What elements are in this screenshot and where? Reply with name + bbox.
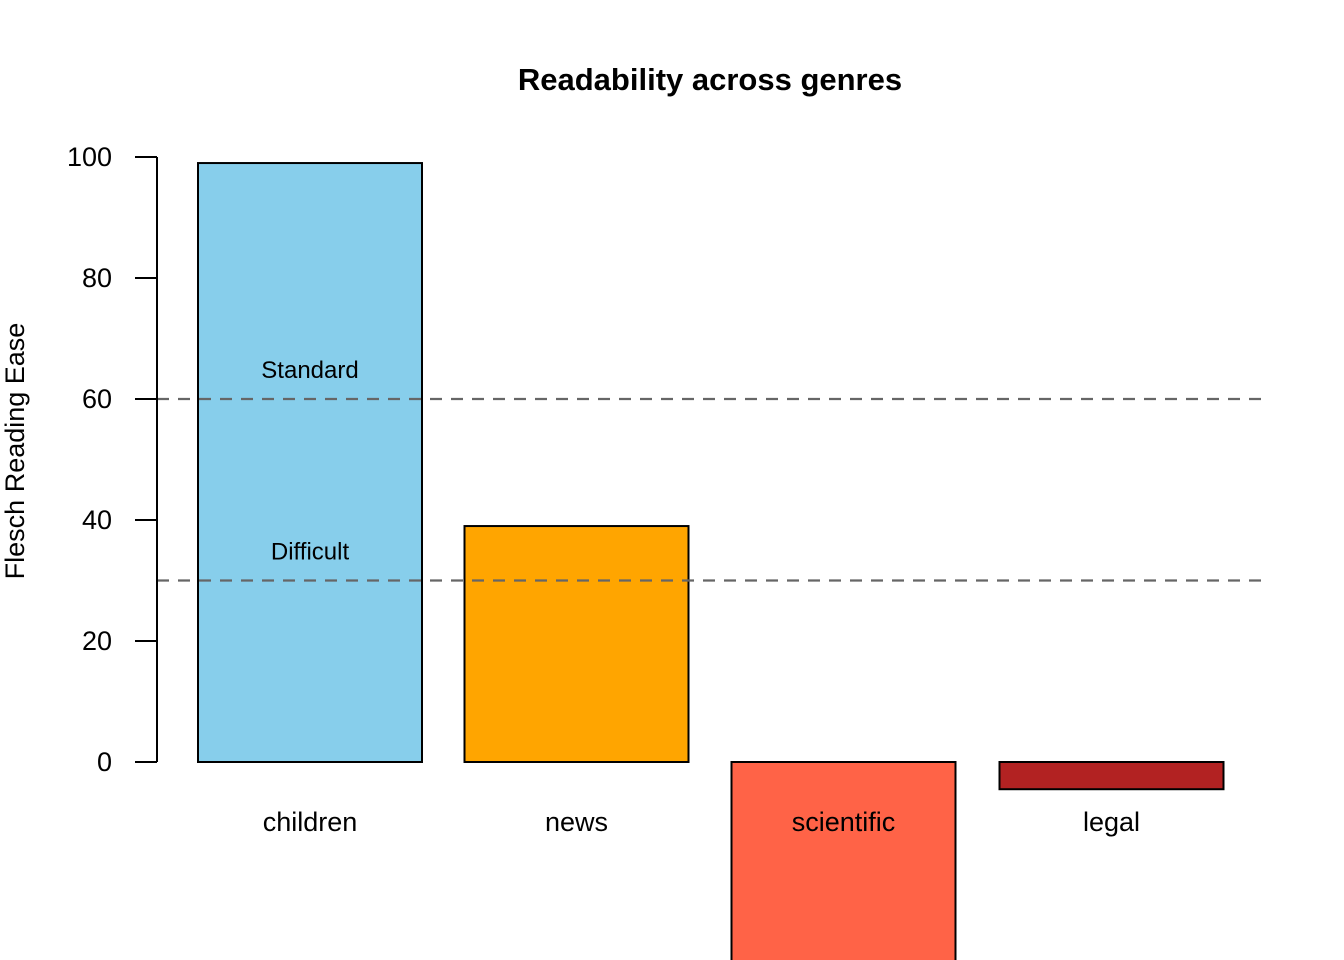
bars-layer — [197, 162, 1225, 960]
y-tick-label-0: 0 — [97, 747, 112, 777]
reference-label-standard: Standard — [261, 357, 358, 384]
reference-lines-layer: Standard Difficult — [157, 357, 1262, 582]
category-labels-layer: children news scientific legal — [263, 807, 1140, 837]
category-label-children: children — [263, 807, 358, 837]
bar-legal — [998, 761, 1225, 791]
y-axis-title: Flesch Reading Ease — [0, 323, 30, 580]
y-axis-layer: 0 20 40 60 80 100 — [67, 142, 158, 777]
y-tick-label-60: 60 — [82, 384, 112, 414]
bar-news — [463, 525, 690, 763]
reference-label-difficult: Difficult — [271, 539, 350, 566]
bar-scientific — [730, 761, 957, 960]
chart-title: Readability across genres — [518, 62, 902, 97]
category-label-scientific: scientific — [792, 807, 896, 837]
y-tick-label-80: 80 — [82, 263, 112, 293]
y-tick-label-40: 40 — [82, 505, 112, 535]
category-label-news: news — [545, 807, 608, 837]
y-tick-label-20: 20 — [82, 626, 112, 656]
category-label-legal: legal — [1083, 807, 1140, 837]
bar-children — [197, 162, 423, 764]
y-tick-label-100: 100 — [67, 142, 112, 172]
